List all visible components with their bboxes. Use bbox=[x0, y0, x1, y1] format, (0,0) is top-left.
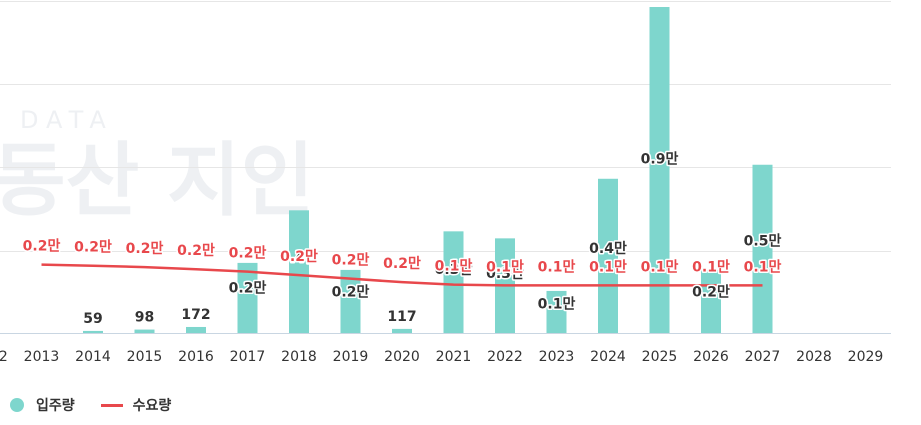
line-value-label: 0.1만 bbox=[538, 259, 576, 275]
line-series bbox=[41, 263, 763, 287]
bar-2020[interactable] bbox=[392, 328, 412, 333]
legend-bar-label: 입주량 bbox=[36, 398, 75, 414]
bar-value-label: 117 bbox=[387, 309, 416, 325]
bar-2015[interactable] bbox=[134, 329, 155, 333]
bar-value-label: 0.4만 bbox=[280, 250, 318, 266]
x-tick-label: 2021 bbox=[436, 349, 472, 365]
x-tick-label: 2019 bbox=[333, 349, 369, 365]
bar-value-label: 0.3만 bbox=[435, 262, 473, 278]
x-axis-ticks: 2012 2013 2014 2015 2016 2017 2018 2019 2020 2021… bbox=[0, 349, 883, 365]
line-value-label: 0.2만 bbox=[74, 240, 112, 256]
bar-2024[interactable] bbox=[598, 178, 618, 333]
legend-line-swatch bbox=[100, 403, 123, 407]
x-tick-label: 2013 bbox=[24, 349, 60, 365]
legend-line-label: 수요량 bbox=[132, 398, 172, 414]
line-value-label: 0.1만 bbox=[435, 259, 473, 275]
legend-item-line[interactable]: 수요량 bbox=[100, 395, 172, 415]
x-tick-label: 2014 bbox=[75, 349, 111, 365]
line-value-label: 0.1만 bbox=[744, 259, 782, 275]
bar-2018[interactable] bbox=[289, 210, 309, 333]
line-value-label: 0.2만 bbox=[332, 253, 370, 269]
x-tick-label: 2028 bbox=[796, 349, 832, 365]
x-tick-label: 2017 bbox=[230, 349, 266, 365]
bar-2025[interactable] bbox=[649, 7, 670, 333]
x-tick-label: 2027 bbox=[745, 349, 781, 365]
line-value-label: 0.1만 bbox=[641, 259, 679, 275]
x-tick-label: 2015 bbox=[127, 349, 163, 365]
bar-value-label: 0.2만 bbox=[332, 284, 370, 300]
bar-2023[interactable] bbox=[546, 290, 567, 333]
demand-line[interactable] bbox=[41, 263, 763, 287]
bar-2027[interactable] bbox=[752, 164, 773, 333]
line-value-label: 0.2만 bbox=[23, 239, 61, 255]
bar-series bbox=[83, 7, 773, 333]
bar-value-label: 0.2만 bbox=[692, 284, 730, 300]
bar-value-label: 59 bbox=[83, 311, 102, 327]
x-tick-label: 2018 bbox=[281, 349, 317, 365]
x-tick-label: 2026 bbox=[693, 349, 729, 365]
x-tick-label: 2024 bbox=[590, 349, 626, 365]
line-value-label: 0.2만 bbox=[177, 243, 215, 259]
x-tick-label: 2022 bbox=[487, 349, 523, 365]
bar-2016[interactable] bbox=[186, 326, 206, 333]
bar-value-label: 0.9만 bbox=[641, 151, 679, 167]
line-value-label: 0.2만 bbox=[126, 241, 164, 257]
bar-value-label: 98 bbox=[135, 310, 154, 326]
bar-value-label: 0.1만 bbox=[538, 297, 576, 313]
watermark: DATA 동산 지인 bbox=[0, 106, 314, 227]
x-tick-label: 2029 bbox=[848, 349, 884, 365]
x-tick-label: 2020 bbox=[384, 349, 420, 365]
line-value-label: 0.2만 bbox=[383, 256, 421, 272]
legend-bar-swatch bbox=[10, 398, 24, 412]
bar-2014[interactable] bbox=[83, 330, 103, 333]
legend-item-bar[interactable]: 입주량 bbox=[10, 395, 75, 415]
watermark-main: 동산 지인 bbox=[0, 134, 314, 227]
bar-2026[interactable] bbox=[701, 269, 721, 333]
line-value-label: 0.1만 bbox=[486, 259, 524, 275]
line-value-label: 0.1만 bbox=[692, 259, 730, 275]
grid bbox=[0, 1, 891, 334]
bar-2019[interactable] bbox=[340, 269, 361, 333]
bar-2021[interactable] bbox=[443, 231, 464, 333]
watermark-top: DATA bbox=[20, 106, 114, 134]
x-tick-label: 2025 bbox=[642, 349, 678, 365]
bar-value-label: 0.5만 bbox=[744, 234, 782, 250]
bar-value-label: 0.3만 bbox=[486, 266, 524, 282]
x-tick-label: 2016 bbox=[178, 349, 214, 365]
x-tick-label: 2012 bbox=[0, 349, 8, 365]
line-value-label: 0.2만 bbox=[229, 246, 267, 262]
bar-value-label: 0.2만 bbox=[229, 280, 267, 296]
x-tick-label: 2023 bbox=[539, 349, 575, 365]
bar-value-label: 172 bbox=[181, 307, 210, 323]
line-value-label: 0.2만 bbox=[280, 249, 318, 265]
line-value-label: 0.1만 bbox=[589, 259, 627, 275]
bar-value-label: 0.4만 bbox=[589, 241, 627, 257]
legend: 입주량 수요량 bbox=[10, 395, 197, 415]
bar-2017[interactable] bbox=[237, 262, 258, 333]
